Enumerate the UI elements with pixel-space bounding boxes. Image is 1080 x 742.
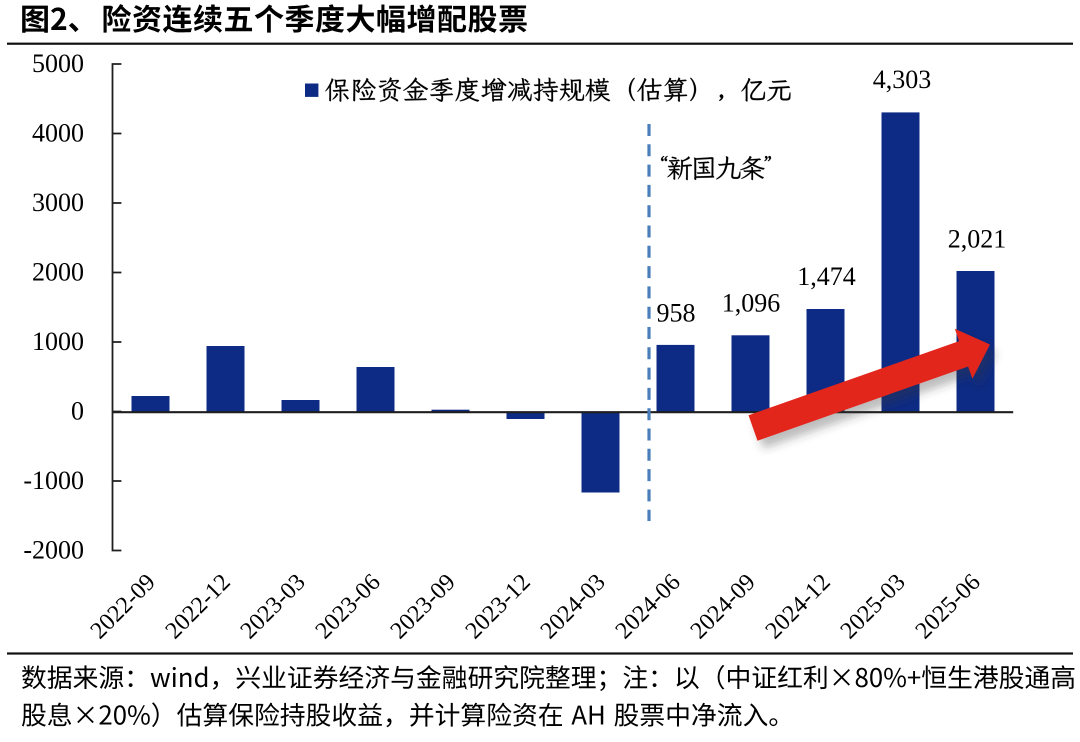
svg-text:1,474: 1,474 — [797, 262, 856, 291]
svg-text:5000: 5000 — [32, 49, 84, 78]
svg-text:-2000: -2000 — [23, 536, 84, 565]
svg-text:4,303: 4,303 — [873, 65, 932, 94]
svg-text:4000: 4000 — [32, 119, 84, 148]
svg-text:0: 0 — [71, 397, 84, 426]
svg-text:958: 958 — [657, 299, 696, 328]
svg-text:1,096: 1,096 — [722, 289, 781, 318]
svg-text:2,021: 2,021 — [948, 225, 1007, 254]
svg-text:-1000: -1000 — [23, 466, 84, 495]
svg-text:1000: 1000 — [32, 327, 84, 356]
svg-text:2000: 2000 — [32, 258, 84, 287]
svg-text:3000: 3000 — [32, 188, 84, 217]
